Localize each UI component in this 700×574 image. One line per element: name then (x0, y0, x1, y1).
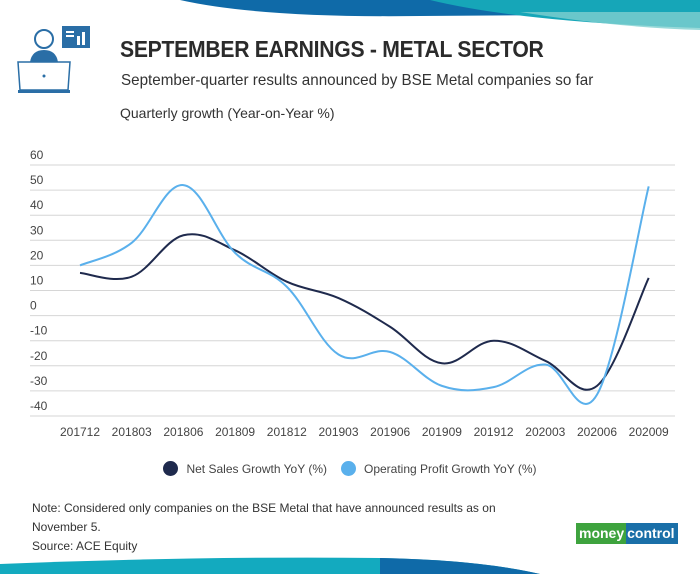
y-tick-label: 30 (30, 223, 44, 237)
analyst-laptop-chart-icon (17, 26, 90, 93)
legend-marker (163, 461, 179, 476)
y-tick-label: 20 (30, 248, 44, 262)
y-axis-title: Quarterly growth (Year-on-Year %) (120, 105, 335, 121)
legend-item-operating-profit[interactable]: Operating Profit Growth YoY (%) (340, 461, 537, 476)
footnote: Note: Considered only companies on the B… (32, 499, 532, 556)
x-tick-label: 201912 (474, 425, 514, 439)
source-text: Source: ACE Equity (32, 539, 138, 553)
y-tick-label: -40 (30, 399, 48, 413)
chart-title: SEPTEMBER EARNINGS - METAL SECTOR (120, 36, 544, 62)
x-tick-label: 201712 (60, 425, 100, 439)
chart-subtitle: September-quarter results announced by B… (121, 72, 594, 89)
legend: Net Sales Growth YoY (%) Operating Profi… (0, 461, 700, 476)
x-tick-label: 201903 (318, 425, 358, 439)
x-tick-label: 201806 (163, 425, 203, 439)
net-sales-line (79, 233, 650, 391)
legend-label: Net Sales Growth YoY (%) (186, 461, 327, 476)
operating-profit-line (79, 184, 650, 405)
y-tick-label: -20 (30, 349, 48, 363)
x-tick-label: 202006 (577, 425, 617, 439)
moneycontrol-logo: money control (576, 523, 678, 544)
y-tick-label: -10 (30, 324, 48, 338)
x-tick-label: 201809 (215, 425, 255, 439)
x-tick-label: 201906 (370, 425, 410, 439)
x-tick-label: 202003 (525, 425, 565, 439)
legend-label: Operating Profit Growth YoY (%) (363, 461, 537, 476)
y-tick-label: 50 (30, 173, 44, 187)
bottom-wave-decoration (0, 557, 540, 574)
x-tick-label: 201803 (112, 425, 152, 439)
y-tick-label: -30 (30, 374, 48, 388)
x-tick-label: 201812 (267, 425, 307, 439)
line-chart: 60 50 40 30 20 10 0 -10 -20 -30 -40 201712 201803 201… (30, 148, 675, 439)
note-text: Note: Considered only companies on the B… (32, 501, 496, 534)
y-tick-label: 0 (30, 299, 37, 313)
x-tick-label: 201909 (422, 425, 462, 439)
y-tick-label: 40 (30, 198, 44, 212)
legend-item-net-sales[interactable]: Net Sales Growth YoY (%) (163, 461, 327, 476)
top-wave-decoration (180, 0, 700, 30)
legend-marker (340, 461, 356, 476)
x-tick-label: 202009 (629, 425, 669, 439)
y-tick-label: 10 (30, 274, 44, 288)
y-tick-label: 60 (30, 148, 44, 162)
